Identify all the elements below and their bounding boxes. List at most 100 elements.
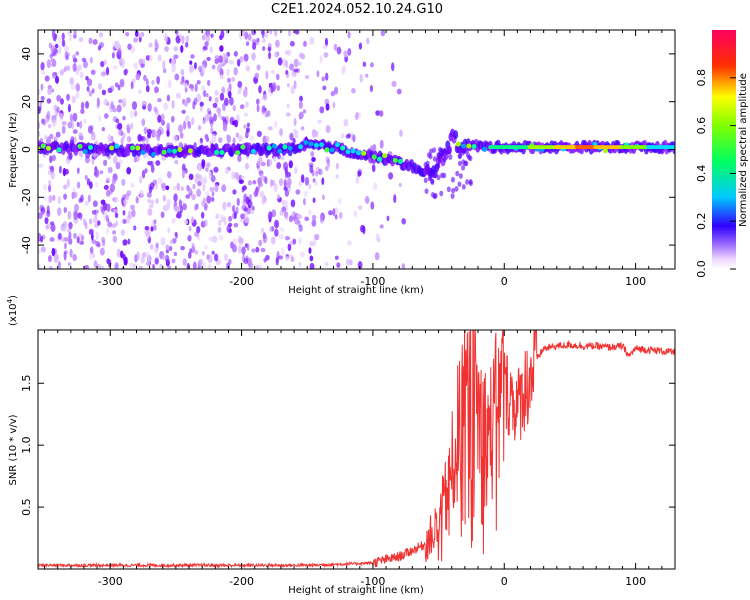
snr-x-ticks: -300 -200 -100 0 100 [44,330,676,588]
noise-point [328,210,334,216]
noise-point [130,204,135,211]
noise-point [194,176,199,184]
noise-point [105,177,111,182]
noise-point [243,90,247,96]
noise-point [188,83,194,89]
band-spray [448,154,453,160]
band-hotspot [219,149,225,155]
band-hotspot [46,145,52,151]
noise-point [91,239,97,244]
noise-point [261,196,266,206]
noise-point [265,70,269,80]
snr-multiplier-close: ) [8,295,19,299]
noise-point [235,132,240,138]
noise-point [118,99,123,104]
noise-point [273,156,276,162]
band-spray [432,156,437,162]
noise-point [121,178,126,186]
noise-point [97,220,101,226]
noise-point [67,228,71,233]
noise-point [105,66,110,76]
noise-point [40,206,46,215]
noise-point [349,259,353,266]
noise-point [228,215,233,222]
spectrogram-plot-area [38,30,675,269]
noise-point [176,92,181,99]
band-peak [672,145,675,150]
page-title: C2E1.2024.052.10.24.G10 [270,2,444,17]
noise-point [324,261,329,267]
band-hotspot [130,145,136,151]
noise-point [163,33,168,40]
noise-point [126,135,132,143]
noise-point [176,182,180,191]
noise-point [270,85,274,94]
band-hotspot [471,143,477,149]
x-tick-label: -100 [360,275,385,288]
noise-point [138,58,144,66]
noise-point [237,89,242,95]
noise-point [279,128,283,136]
noise-point [130,81,134,90]
noise-point [76,167,80,174]
noise-point [112,230,117,235]
noise-point [287,243,292,252]
noise-point [61,125,66,135]
noise-point [321,76,325,82]
noise-point [198,258,203,266]
noise-point [319,216,324,224]
noise-point [172,185,177,191]
noise-point [50,223,56,232]
noise-point [75,83,81,92]
noise-point [160,119,166,126]
noise-point [86,78,93,87]
noise-point [221,184,227,193]
noise-point [275,257,279,266]
noise-point [141,100,147,107]
noise-point [155,160,161,166]
band-spray [442,147,447,154]
noise-point [265,135,270,143]
noise-point [245,41,250,47]
noise-point [112,235,118,243]
noise-point [335,174,339,179]
noise-point [115,220,119,227]
snr-multiplier-exp: 4 [6,298,14,303]
noise-point [99,170,104,175]
noise-point [193,142,197,148]
band-spray [460,150,465,156]
noise-point [191,245,196,254]
noise-point [146,251,149,259]
noise-point [232,238,238,245]
noise-point [180,186,184,192]
noise-point [236,58,241,67]
noise-point [157,114,162,123]
noise-point [63,184,68,190]
noise-point [196,80,201,85]
noise-point [380,30,386,36]
noise-point [370,201,375,210]
noise-point [53,254,59,263]
noise-point [185,115,190,121]
noise-point [206,254,210,260]
noise-point [122,218,127,224]
noise-point [347,48,352,56]
noise-point [122,210,126,216]
noise-point [323,52,329,58]
band-hotspot [382,153,388,159]
noise-point [48,42,53,49]
noise-point [147,228,152,237]
noise-point [322,194,325,201]
noise-point [324,37,328,47]
noise-point [188,226,192,232]
noise-point [241,246,246,255]
noise-point [219,45,224,52]
noise-point [66,93,70,101]
noise-point [54,43,59,49]
noise-point [279,227,285,232]
noise-point [293,58,299,68]
noise-point [258,264,263,269]
noise-point [67,210,72,220]
noise-point [267,46,272,52]
noise-point [232,120,236,126]
